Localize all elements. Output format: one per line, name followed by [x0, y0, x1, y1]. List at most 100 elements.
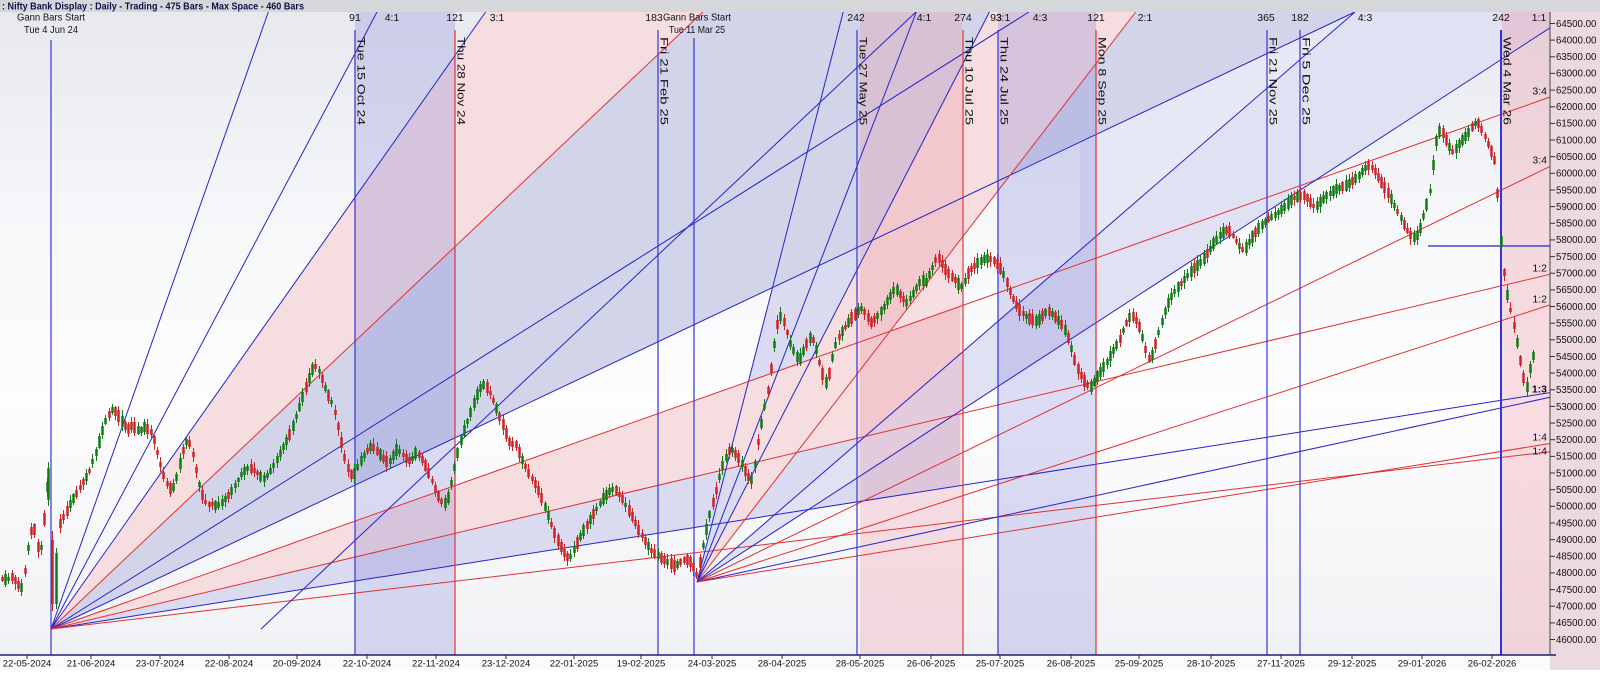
svg-text:Tue 4 Jun 24: Tue 4 Jun 24	[24, 24, 78, 36]
svg-text:Tue 27 May 25: Tue 27 May 25	[857, 37, 869, 125]
svg-text:3:1: 3:1	[490, 12, 505, 24]
svg-text:48000.00: 48000.00	[1556, 568, 1597, 579]
svg-text:25-09-2025: 25-09-2025	[1115, 659, 1164, 670]
svg-text:242: 242	[1492, 12, 1510, 24]
svg-text:1:2: 1:2	[1532, 263, 1547, 275]
svg-text:52000.00: 52000.00	[1556, 435, 1597, 446]
svg-text:22-05-2024: 22-05-2024	[3, 659, 52, 670]
svg-text:Wed 4 Mar 26: Wed 4 Mar 26	[1501, 37, 1513, 125]
svg-text:: Nifty Bank Display : Daily: : Nifty Bank Display : Daily - Trading -…	[2, 2, 304, 13]
svg-text:Mon 8 Sep 25: Mon 8 Sep 25	[1096, 37, 1108, 125]
svg-text:4:1: 4:1	[385, 12, 400, 24]
svg-text:59000.00: 59000.00	[1556, 202, 1597, 213]
svg-text:53500.00: 53500.00	[1556, 385, 1597, 396]
svg-text:60000.00: 60000.00	[1556, 169, 1597, 180]
svg-text:121: 121	[1087, 12, 1105, 24]
svg-text:23-12-2024: 23-12-2024	[482, 659, 531, 670]
svg-text:27-11-2025: 27-11-2025	[1257, 659, 1305, 670]
svg-text:26-08-2025: 26-08-2025	[1047, 659, 1096, 670]
svg-text:4:3: 4:3	[1033, 12, 1048, 24]
svg-text:29-01-2026: 29-01-2026	[1398, 659, 1447, 670]
svg-text:49500.00: 49500.00	[1556, 518, 1597, 529]
svg-text:Fri 5 Dec 25: Fri 5 Dec 25	[1300, 37, 1312, 125]
svg-text:2:1: 2:1	[1138, 12, 1153, 24]
svg-text:1:3: 1:3	[1532, 384, 1547, 396]
svg-text:28-04-2025: 28-04-2025	[758, 659, 807, 670]
svg-text:28-10-2025: 28-10-2025	[1187, 659, 1236, 670]
svg-text:49000.00: 49000.00	[1556, 535, 1597, 546]
svg-text:26-02-2026: 26-02-2026	[1468, 659, 1517, 670]
svg-text:Tue 15 Oct 24: Tue 15 Oct 24	[355, 37, 367, 125]
svg-text:57500.00: 57500.00	[1556, 252, 1597, 263]
svg-text:Gann Bars Start: Gann Bars Start	[17, 12, 85, 24]
svg-text:3:1: 3:1	[996, 12, 1011, 24]
svg-text:93: 93	[990, 12, 1002, 24]
svg-text:51500.00: 51500.00	[1556, 452, 1597, 463]
svg-text:242: 242	[847, 12, 865, 24]
svg-text:3:4: 3:4	[1532, 155, 1547, 167]
svg-text:183: 183	[645, 12, 663, 24]
svg-text:50500.00: 50500.00	[1556, 485, 1597, 496]
svg-text:Gann Bars Start: Gann Bars Start	[663, 12, 731, 24]
svg-text:Fri 21 Feb 25: Fri 21 Feb 25	[658, 37, 670, 125]
svg-text:Tue 11 Mar 25: Tue 11 Mar 25	[669, 24, 725, 36]
svg-text:3:4: 3:4	[1532, 86, 1547, 98]
svg-text:62000.00: 62000.00	[1556, 102, 1597, 113]
svg-text:22-10-2024: 22-10-2024	[343, 659, 392, 670]
svg-text:53000.00: 53000.00	[1556, 402, 1597, 413]
svg-text:22-11-2024: 22-11-2024	[412, 659, 460, 670]
svg-text:46000.00: 46000.00	[1556, 635, 1597, 646]
svg-text:59500.00: 59500.00	[1556, 185, 1597, 196]
svg-text:47000.00: 47000.00	[1556, 602, 1597, 613]
svg-text:91: 91	[349, 12, 361, 24]
svg-text:55500.00: 55500.00	[1556, 319, 1597, 330]
svg-text:48500.00: 48500.00	[1556, 552, 1597, 563]
svg-text:23-07-2024: 23-07-2024	[136, 659, 185, 670]
svg-text:64500.00: 64500.00	[1556, 19, 1597, 30]
svg-text:1:4: 1:4	[1532, 432, 1547, 444]
svg-text:22-01-2025: 22-01-2025	[550, 659, 599, 670]
svg-text:26-06-2025: 26-06-2025	[907, 659, 956, 670]
svg-text:62500.00: 62500.00	[1556, 85, 1597, 96]
svg-text:22-08-2024: 22-08-2024	[205, 659, 254, 670]
svg-text:58000.00: 58000.00	[1556, 235, 1597, 246]
svg-text:61500.00: 61500.00	[1556, 119, 1597, 130]
svg-text:52500.00: 52500.00	[1556, 418, 1597, 429]
svg-text:28-05-2025: 28-05-2025	[836, 659, 885, 670]
svg-text:Thu 10 Jul 25: Thu 10 Jul 25	[963, 37, 975, 125]
svg-text:63000.00: 63000.00	[1556, 69, 1597, 80]
svg-text:29-12-2025: 29-12-2025	[1328, 659, 1377, 670]
svg-text:Thu 28 Nov 24: Thu 28 Nov 24	[455, 37, 467, 125]
svg-text:56000.00: 56000.00	[1556, 302, 1597, 313]
svg-text:57000.00: 57000.00	[1556, 269, 1597, 280]
svg-text:19-02-2025: 19-02-2025	[617, 659, 666, 670]
svg-text:365: 365	[1257, 12, 1275, 24]
svg-text:61000.00: 61000.00	[1556, 135, 1597, 146]
svg-text:47500.00: 47500.00	[1556, 585, 1597, 596]
svg-text:Fri 21 Nov 25: Fri 21 Nov 25	[1267, 37, 1279, 125]
svg-text:182: 182	[1291, 12, 1309, 24]
svg-text:51000.00: 51000.00	[1556, 468, 1597, 479]
svg-text:58500.00: 58500.00	[1556, 219, 1597, 230]
svg-text:4:1: 4:1	[917, 12, 932, 24]
svg-text:274: 274	[954, 12, 972, 24]
svg-text:1:4: 1:4	[1532, 446, 1547, 458]
svg-text:54500.00: 54500.00	[1556, 352, 1597, 363]
svg-text:55000.00: 55000.00	[1556, 335, 1597, 346]
svg-text:63500.00: 63500.00	[1556, 52, 1597, 63]
svg-text:46500.00: 46500.00	[1556, 618, 1597, 629]
svg-text:1:1: 1:1	[1532, 12, 1547, 24]
svg-text:21-06-2024: 21-06-2024	[67, 659, 116, 670]
svg-text:64000.00: 64000.00	[1556, 35, 1597, 46]
svg-text:1:2: 1:2	[1532, 294, 1547, 306]
svg-text:56500.00: 56500.00	[1556, 285, 1597, 296]
svg-text:20-09-2024: 20-09-2024	[273, 659, 322, 670]
svg-text:4:3: 4:3	[1358, 12, 1373, 24]
svg-text:50000.00: 50000.00	[1556, 502, 1597, 513]
svg-text:Thu 24 Jul 25: Thu 24 Jul 25	[998, 37, 1010, 125]
svg-text:24-03-2025: 24-03-2025	[688, 659, 737, 670]
svg-text:25-07-2025: 25-07-2025	[976, 659, 1025, 670]
svg-text:54000.00: 54000.00	[1556, 368, 1597, 379]
svg-text:60500.00: 60500.00	[1556, 152, 1597, 163]
svg-text:121: 121	[446, 12, 464, 24]
